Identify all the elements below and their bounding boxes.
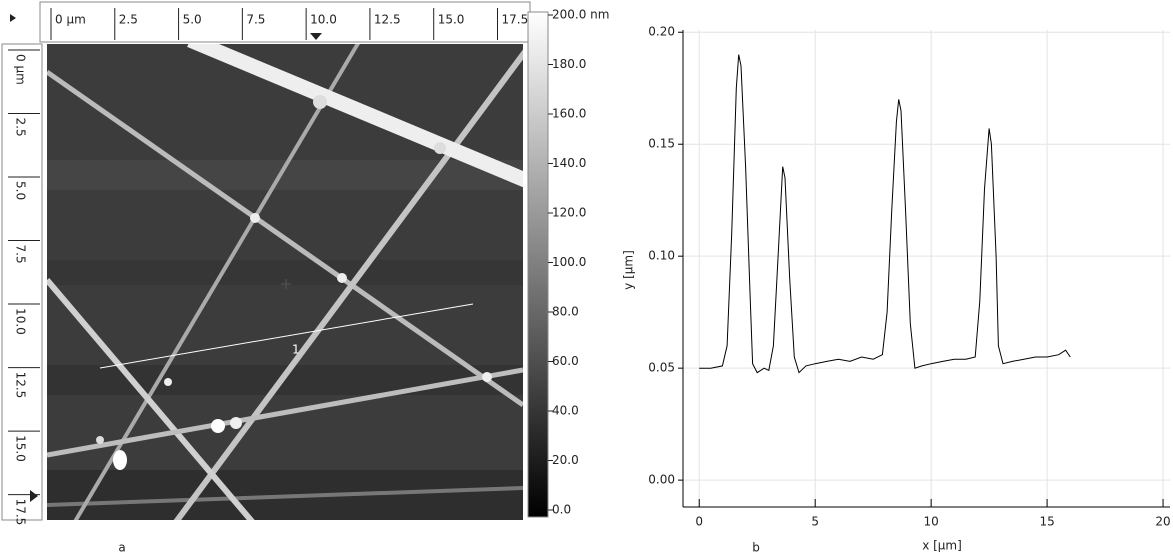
ruler-label: 2.5: [14, 118, 28, 137]
colorbar-label: 20.0: [552, 453, 579, 467]
x-tick-label: 15: [1039, 515, 1054, 529]
profile-line: [699, 54, 1071, 374]
colorbar-label: 80.0: [552, 305, 579, 319]
colorbar-label: 160.0: [552, 107, 586, 121]
y-tick-label: 0.20: [648, 25, 675, 39]
ruler-label: 7.5: [14, 245, 28, 264]
x-tick-label: 0: [695, 515, 703, 529]
ruler-label: 12.5: [374, 13, 401, 27]
ruler-label: 5.0: [183, 13, 202, 27]
colorbar-label: 100.0: [552, 255, 586, 269]
colorbar-label: 120.0: [552, 206, 586, 220]
y-tick-label: 0.15: [648, 137, 675, 151]
profile-label: 1: [292, 343, 300, 357]
ruler-label: 0 µm: [14, 54, 28, 85]
left-ruler: [1, 43, 43, 521]
ruler-label: 15.0: [14, 435, 28, 462]
ruler-label: 5.0: [14, 181, 28, 200]
x-tick-label: 5: [811, 515, 819, 529]
ruler-label: 10.0: [310, 13, 337, 27]
colorbar: [527, 11, 549, 518]
y-tick-label: 0.05: [648, 361, 675, 375]
ruler-label: 12.5: [14, 372, 28, 399]
colorbar-label: 140.0: [552, 156, 586, 170]
ruler-label: 17.5: [14, 499, 28, 526]
x-tick-label: 10: [923, 515, 938, 529]
colorbar-label: 0.0: [552, 503, 571, 517]
colorbar-label: 180.0: [552, 57, 586, 71]
ruler-label: 17.5: [501, 13, 528, 27]
colorbar-label: 60.0: [552, 354, 579, 368]
ruler-label: 2.5: [119, 13, 138, 27]
y-tick-label: 0.10: [648, 249, 675, 263]
y-axis-label: y [µm]: [622, 250, 636, 290]
colorbar-label: 200.0 nm: [552, 8, 609, 22]
ruler-marker: [310, 33, 322, 40]
top-ruler: [39, 1, 531, 43]
x-axis-label: x [µm]: [922, 539, 962, 553]
x-tick-label: 20: [1155, 515, 1170, 529]
ruler-marker: [30, 490, 38, 502]
y-tick-label: 0.00: [648, 473, 675, 487]
panel-label: b: [752, 541, 760, 555]
ruler-marker: [10, 14, 16, 22]
ruler-label: 10.0: [14, 308, 28, 335]
afm-image: [47, 44, 523, 520]
ruler-label: 15.0: [438, 13, 465, 27]
ruler-label: 7.5: [246, 13, 265, 27]
ruler-label: 0 µm: [55, 13, 86, 27]
panel-label: a: [118, 541, 125, 555]
colorbar-label: 40.0: [552, 404, 579, 418]
